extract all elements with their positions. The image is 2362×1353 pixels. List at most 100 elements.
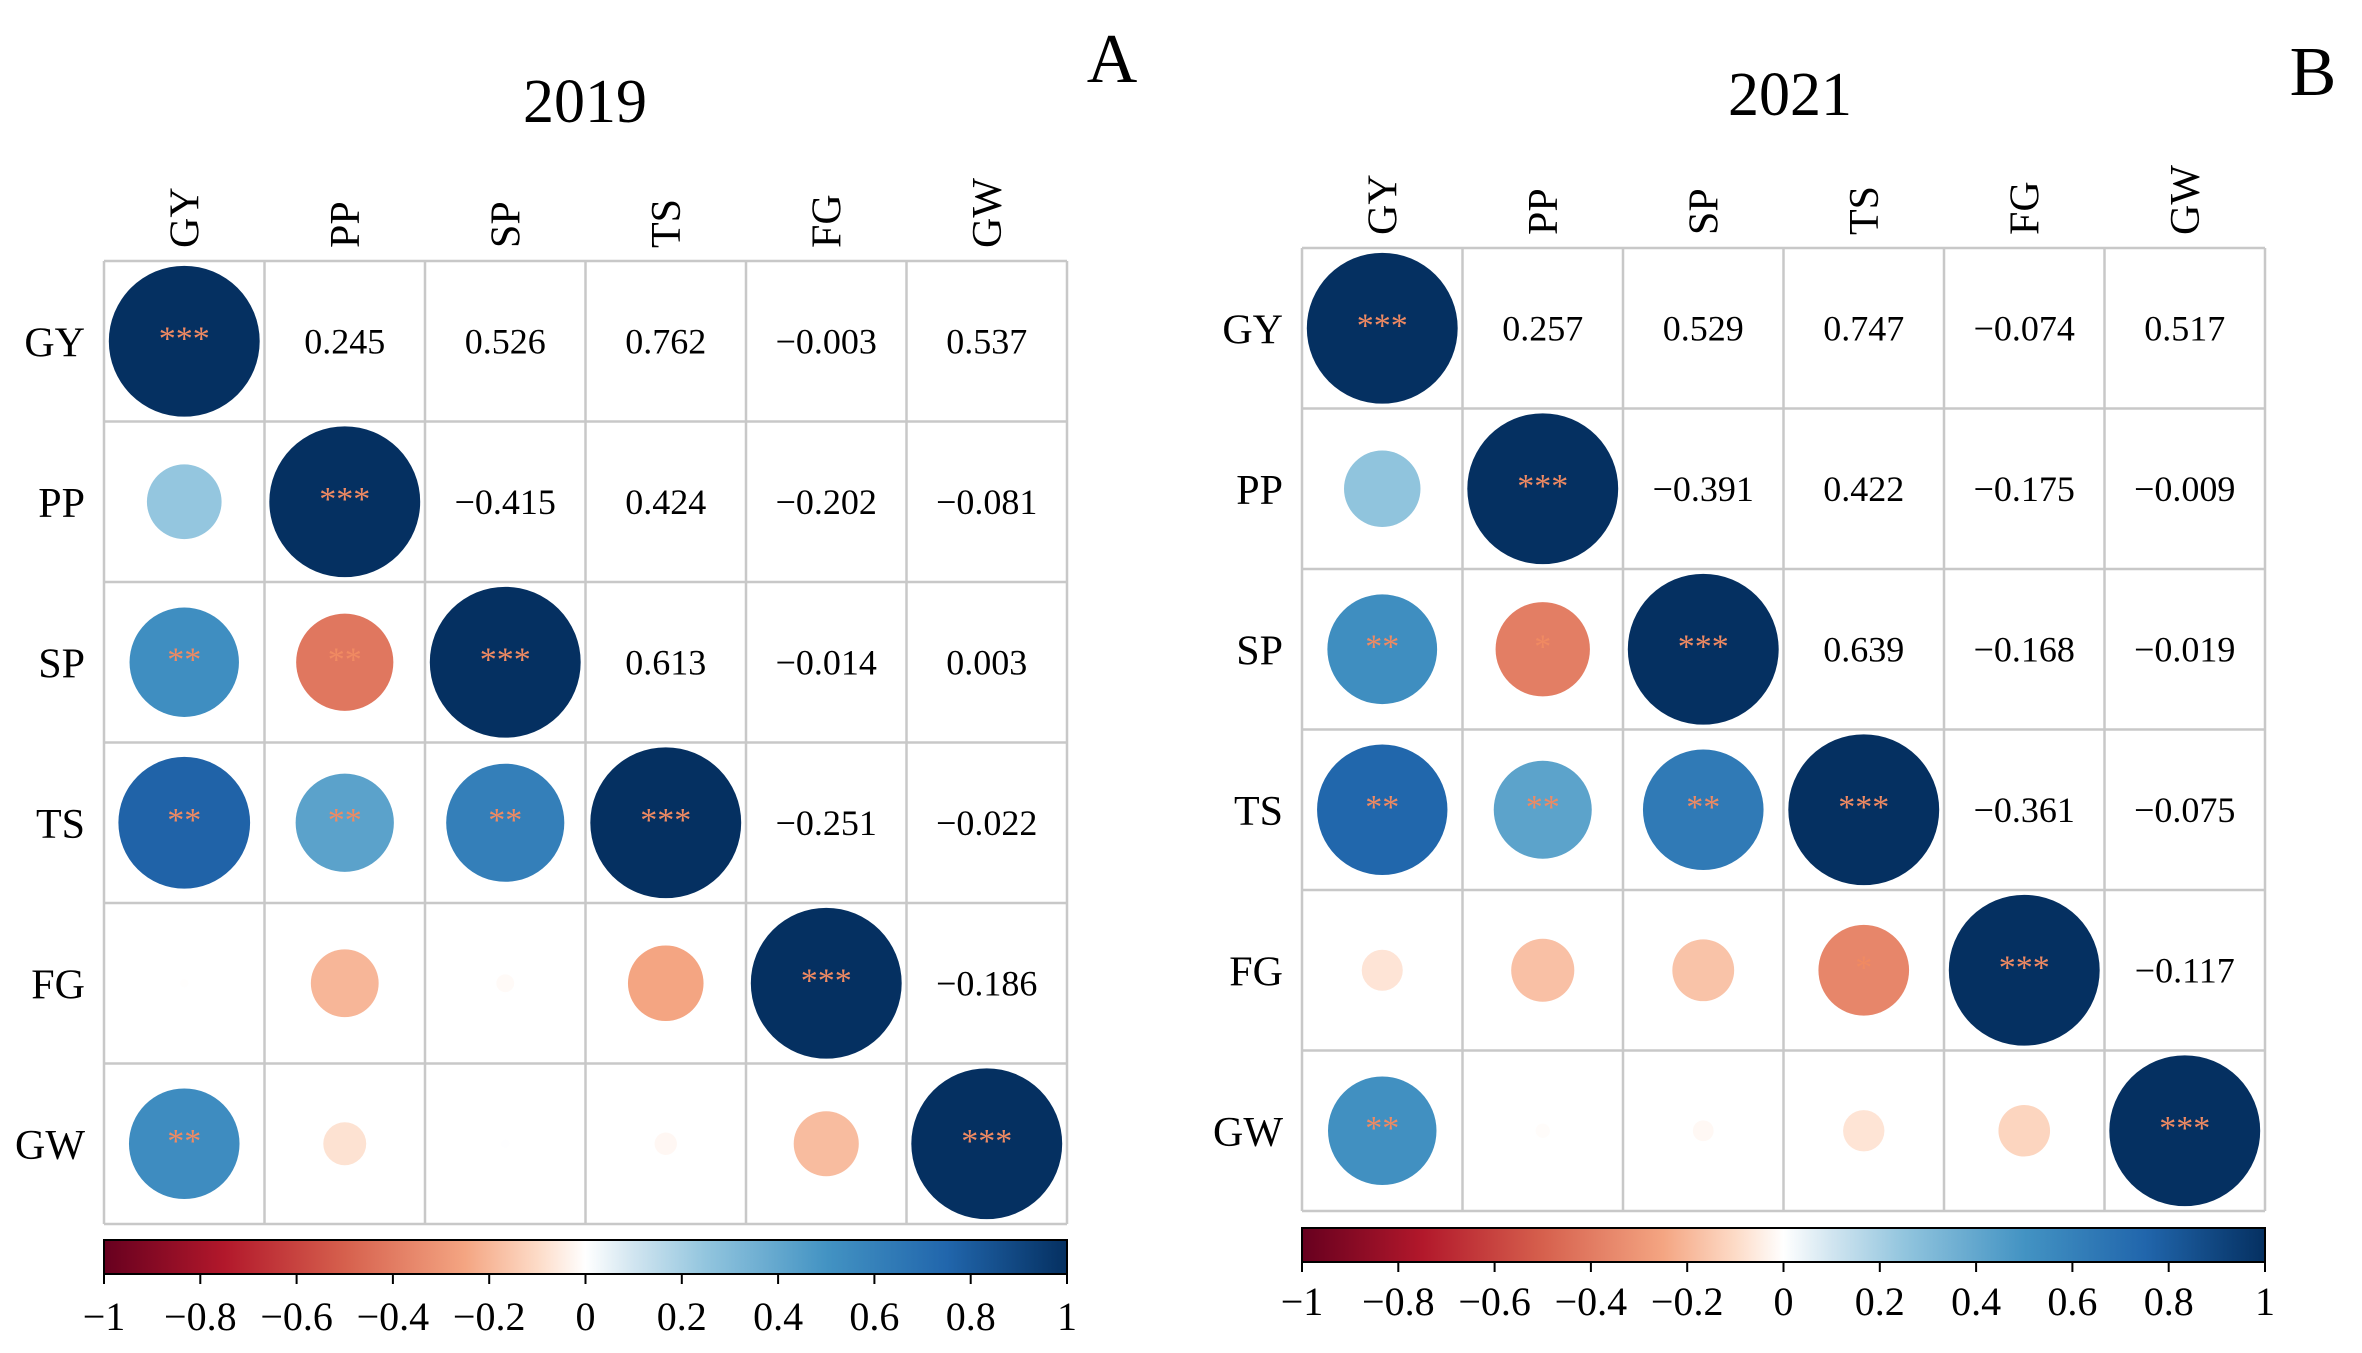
correlation-circle — [793, 1111, 859, 1177]
significance-marker: ** — [1365, 789, 1399, 826]
chart-title: 2019 — [523, 68, 647, 136]
correlation-circle — [310, 949, 379, 1018]
significance-marker: *** — [319, 481, 370, 518]
correlation-circle — [1788, 734, 1940, 886]
correlation-circle — [501, 1139, 510, 1148]
value-label: −0.003 — [776, 321, 877, 361]
column-label: GW — [965, 178, 1011, 248]
significance-marker: ** — [1365, 628, 1399, 665]
colorbar-tick-label: −0.8 — [164, 1294, 237, 1339]
value-label: −0.014 — [776, 642, 877, 682]
column-label: GY — [162, 187, 208, 248]
correlation-circle — [128, 1088, 240, 1200]
correlation-circle — [295, 773, 394, 872]
row-label: PP — [38, 481, 85, 527]
significance-marker: ** — [167, 1123, 201, 1160]
correlation-circle — [296, 613, 394, 711]
significance-marker: * — [1534, 628, 1551, 665]
correlation-circle — [1818, 924, 1910, 1016]
correlation-circle — [2109, 1055, 2261, 1207]
value-label: −0.009 — [2134, 469, 2235, 509]
value-label: −0.415 — [455, 482, 556, 522]
correlation-circle — [1493, 760, 1592, 859]
row-label: SP — [1236, 628, 1283, 674]
significance-marker: ** — [1365, 1110, 1399, 1147]
column-label: GW — [2163, 165, 2209, 235]
significance-marker: ** — [488, 802, 522, 839]
correlation-circle — [911, 1068, 1063, 1220]
significance-marker: ** — [328, 641, 362, 678]
colorbar-tick-label: 0 — [576, 1294, 596, 1339]
colorbar — [1301, 1227, 2266, 1263]
correlation-circle — [180, 979, 189, 988]
value-label: 0.526 — [465, 321, 546, 361]
correlation-circle — [1692, 1120, 1714, 1142]
significance-marker: *** — [961, 1123, 1012, 1160]
colorbar — [103, 1239, 1068, 1275]
significance-marker: *** — [1517, 468, 1568, 505]
row-label: FG — [31, 962, 85, 1008]
column-label: TS — [1842, 186, 1888, 235]
value-label: 0.529 — [1663, 308, 1744, 348]
correlation-circle — [323, 1122, 367, 1166]
value-label: 0.424 — [625, 482, 706, 522]
colorbar-tick-label: 0.2 — [1855, 1279, 1905, 1324]
significance-marker: *** — [159, 320, 210, 357]
value-label: −0.074 — [1974, 308, 2075, 348]
correlation-circle — [1317, 744, 1448, 875]
significance-marker: ** — [1526, 789, 1560, 826]
value-label: −0.168 — [1974, 629, 2075, 669]
colorbar-tick-label: 0.6 — [849, 1294, 899, 1339]
colorbar-tick-label: 0 — [1774, 1279, 1794, 1324]
correlation-circle — [108, 265, 260, 417]
significance-marker: *** — [801, 962, 852, 999]
value-label: −0.186 — [936, 963, 1037, 1003]
column-label: SP — [483, 201, 529, 248]
column-label: FG — [2002, 181, 2048, 235]
column-label: TS — [644, 199, 690, 248]
value-label: −0.175 — [1974, 469, 2075, 509]
colorbar-tick-label: −0.2 — [453, 1294, 526, 1339]
correlation-circle — [269, 426, 421, 578]
correlation-circle — [146, 464, 222, 540]
value-label: 0.537 — [946, 321, 1027, 361]
value-label: 0.245 — [304, 321, 385, 361]
chart-title: 2021 — [1728, 61, 1852, 129]
significance-marker: ** — [167, 641, 201, 678]
value-label: −0.117 — [2135, 950, 2235, 990]
value-label: −0.251 — [776, 803, 877, 843]
correlation-circle — [1361, 949, 1403, 991]
value-label: −0.081 — [936, 482, 1037, 522]
significance-marker: *** — [640, 802, 691, 839]
significance-marker: ** — [167, 802, 201, 839]
row-label: GY — [1222, 307, 1283, 353]
value-label: 0.639 — [1823, 629, 1904, 669]
colorbar-tick-label: −0.2 — [1651, 1279, 1724, 1324]
colorbar-tick-label: 0.8 — [2144, 1279, 2194, 1324]
colorbar-tick-label: −1 — [83, 1294, 126, 1339]
colorbar-tick-label: 0.4 — [1951, 1279, 2001, 1324]
correlation-circle — [1328, 1076, 1437, 1185]
colorbar-tick-label: −1 — [1281, 1279, 1324, 1324]
significance-marker: ** — [328, 802, 362, 839]
row-label: FG — [1229, 949, 1283, 995]
row-label: PP — [1236, 468, 1283, 514]
row-label: TS — [36, 802, 85, 848]
colorbar-tick-label: −0.6 — [260, 1294, 333, 1339]
colorbar-tick-label: 0.4 — [753, 1294, 803, 1339]
correlation-circle — [1306, 252, 1458, 404]
correlation-circle — [1642, 749, 1764, 871]
value-label: −0.022 — [936, 803, 1037, 843]
value-label: −0.361 — [1974, 790, 2075, 830]
colorbar-tick-label: 0.8 — [946, 1294, 996, 1339]
colorbar-tick-label: −0.6 — [1458, 1279, 1531, 1324]
row-label: GW — [15, 1123, 85, 1169]
correlation-circle — [1495, 602, 1590, 697]
value-label: 0.422 — [1823, 469, 1904, 509]
correlation-circle — [1672, 939, 1735, 1002]
correlation-circle — [750, 907, 902, 1059]
row-label: GY — [24, 320, 85, 366]
colorbar-tick-label: −0.4 — [1555, 1279, 1628, 1324]
